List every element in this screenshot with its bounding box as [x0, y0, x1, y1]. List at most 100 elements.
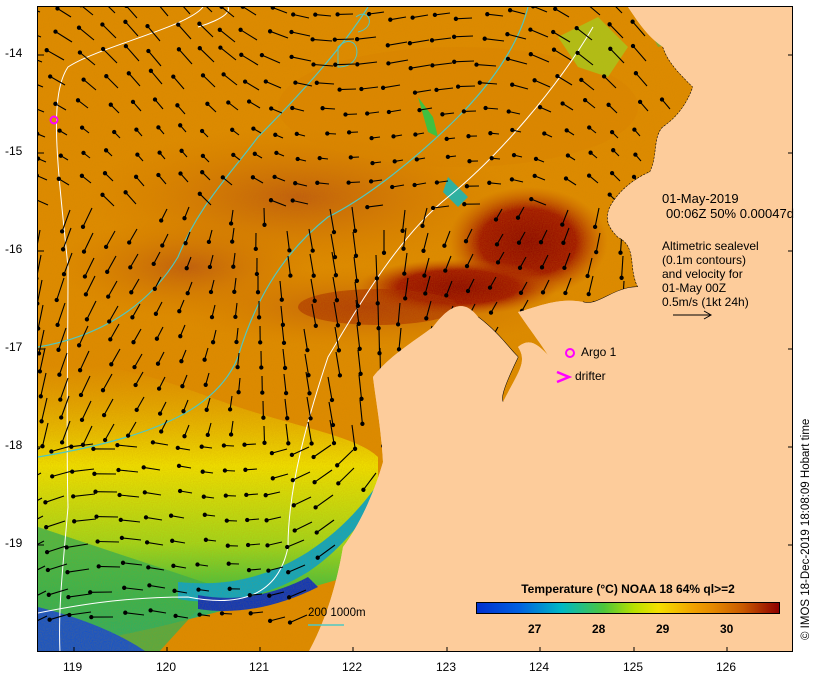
velocity-arrow	[159, 7, 169, 17]
velocity-arrow	[157, 351, 165, 364]
velocity-arrow-head	[58, 153, 63, 158]
velocity-arrow-head	[59, 229, 65, 234]
velocity-arrow-head	[282, 365, 288, 371]
velocity-arrow-head	[575, 50, 580, 56]
velocity-arrow-head	[630, 19, 635, 24]
velocity-arrow-head	[269, 450, 275, 456]
velocity-arrow	[38, 84, 44, 88]
velocity-arrow	[541, 254, 549, 268]
velocity-arrow-head	[434, 180, 440, 185]
velocity-arrow	[79, 350, 90, 371]
velocity-arrow	[57, 327, 67, 350]
velocity-arrow	[104, 423, 115, 441]
velocity-arrow	[431, 37, 452, 41]
velocity-arrow	[126, 7, 138, 19]
velocity-arrow-head	[135, 152, 140, 157]
velocity-arrow-head	[182, 434, 187, 439]
velocity-arrow	[307, 421, 313, 444]
velocity-arrow	[337, 467, 355, 484]
lon-tick: 126	[716, 660, 737, 674]
velocity-arrow	[120, 519, 141, 523]
velocity-arrow-head	[209, 314, 215, 320]
velocity-arrow-head	[236, 390, 241, 395]
velocity-arrow-head	[632, 127, 637, 132]
velocity-arrow-head	[582, 97, 588, 103]
velocity-arrow-head	[179, 359, 184, 364]
velocity-arrow-head	[176, 463, 182, 469]
velocity-arrow-head	[482, 36, 487, 41]
velocity-arrow-head	[388, 17, 393, 22]
velocity-arrow-head	[146, 48, 151, 54]
velocity-arrow	[78, 325, 89, 346]
colorbar-tick: 29	[656, 622, 670, 636]
velocity-arrow-head	[531, 7, 536, 9]
velocity-arrow	[534, 79, 551, 88]
lat-tick: -14	[5, 46, 23, 60]
velocity-arrow-head	[239, 52, 244, 57]
velocity-arrow-head	[337, 87, 342, 92]
velocity-arrow-head	[134, 127, 139, 132]
velocity-arrow	[327, 376, 333, 401]
velocity-arrow	[423, 257, 430, 276]
velocity-arrow-head	[287, 248, 292, 253]
velocity-arrow-head	[145, 23, 150, 29]
velocity-arrow-head	[396, 347, 402, 352]
velocity-arrow-head	[38, 173, 40, 178]
velocity-arrow	[377, 304, 380, 329]
velocity-arrow-head	[312, 480, 317, 485]
velocity-arrow-head	[291, 503, 296, 508]
velocity-arrow-head	[266, 568, 271, 573]
velocity-arrow	[357, 349, 362, 374]
velocity-arrow-head	[434, 87, 439, 93]
velocity-arrow-head	[609, 170, 615, 176]
velocity-arrow	[52, 470, 73, 477]
velocity-arrow	[178, 48, 193, 65]
velocity-arrow	[61, 420, 71, 443]
velocity-arrow	[484, 38, 505, 42]
velocity-arrow-head	[630, 43, 636, 49]
velocity-arrow-head	[538, 240, 544, 245]
velocity-arrow-head	[359, 396, 364, 401]
sst-map[interactable]	[37, 6, 793, 652]
velocity-arrow-head	[245, 517, 250, 523]
velocity-arrow	[103, 398, 114, 416]
velocity-arrow	[46, 520, 66, 528]
velocity-arrow-head	[618, 250, 623, 255]
velocity-arrow	[71, 443, 94, 448]
velocity-arrow-head	[202, 512, 207, 517]
velocity-arrow	[69, 611, 92, 616]
velocity-arrow	[234, 302, 238, 317]
velocity-arrow	[397, 302, 401, 325]
velocity-arrow-head	[221, 443, 227, 448]
velocity-arrow	[286, 230, 290, 251]
velocity-arrow-head	[401, 246, 406, 251]
velocity-arrow-head	[369, 135, 374, 141]
velocity-arrow	[154, 276, 162, 290]
velocity-arrow-head	[79, 173, 85, 178]
velocity-arrow-head	[453, 16, 459, 21]
velocity-arrow-head	[227, 586, 232, 591]
velocity-arrow	[127, 421, 137, 436]
velocity-arrow-head	[255, 290, 261, 295]
velocity-arrow-head	[331, 229, 337, 235]
velocity-arrow-head	[253, 246, 258, 252]
velocity-arrow-head	[314, 530, 319, 535]
velocity-arrow-head	[173, 613, 178, 619]
velocity-arrow-head	[91, 446, 96, 452]
velocity-arrow	[235, 327, 239, 343]
velocity-arrow-head	[200, 153, 206, 159]
velocity-arrow	[125, 612, 145, 616]
velocity-arrow-head	[532, 78, 537, 83]
velocity-arrow-head	[129, 290, 134, 295]
velocity-arrow	[309, 253, 315, 276]
velocity-arrow-head	[156, 172, 161, 178]
velocity-arrow	[433, 205, 450, 209]
velocity-arrow	[143, 466, 161, 471]
velocity-arrow	[134, 353, 143, 368]
velocity-arrow	[129, 253, 139, 268]
velocity-arrow	[272, 7, 288, 14]
velocity-arrow-head	[205, 101, 210, 106]
velocity-arrow-head	[346, 180, 351, 185]
velocity-arrow	[128, 72, 141, 87]
velocity-arrow-head	[155, 361, 161, 366]
